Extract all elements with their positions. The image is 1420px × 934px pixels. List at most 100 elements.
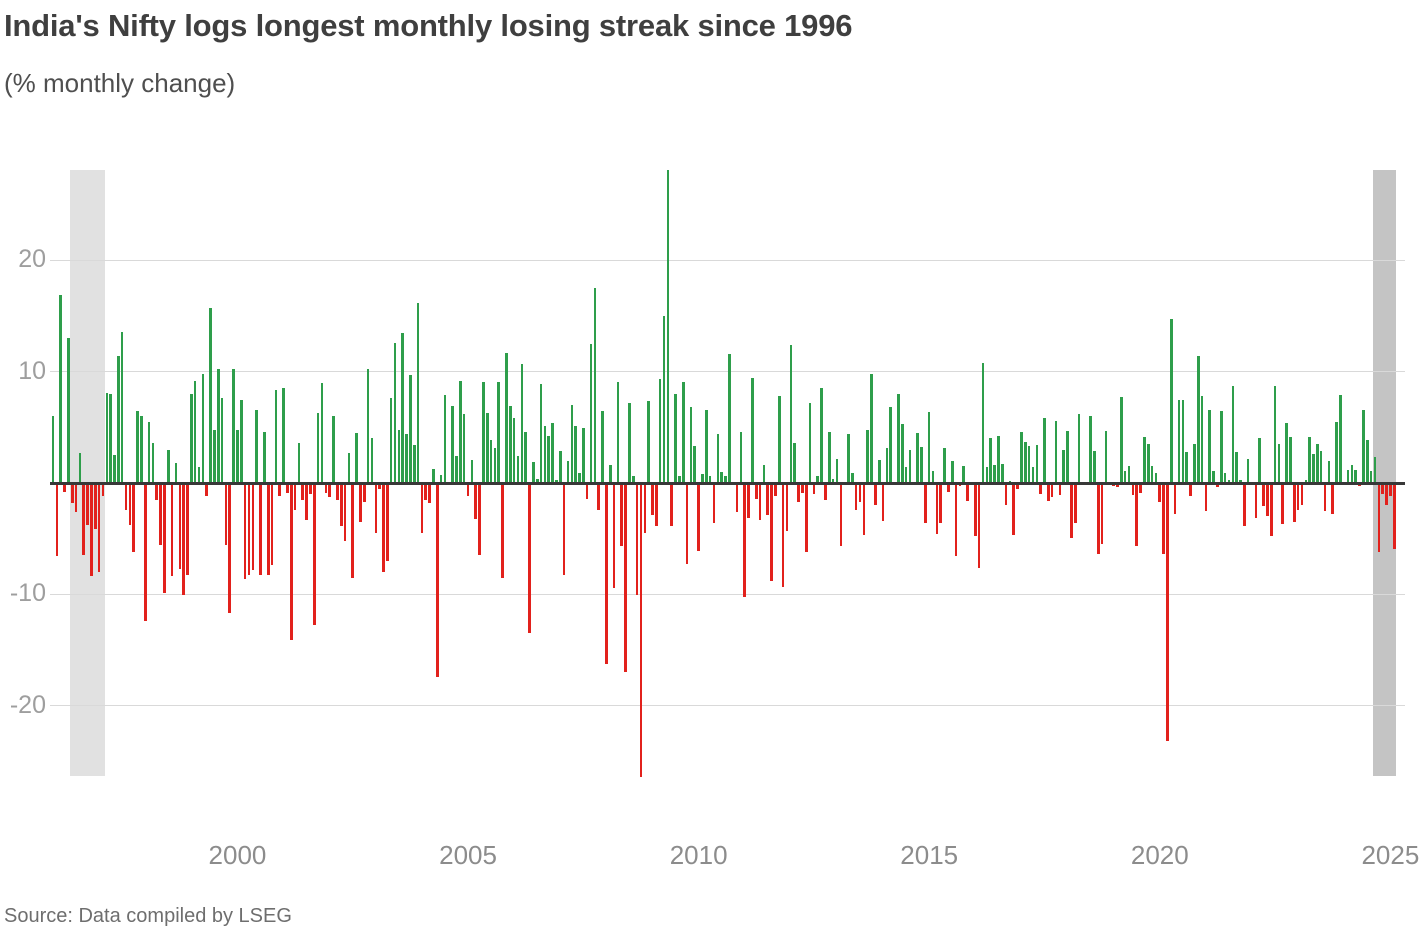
- bar-negative: [124, 483, 128, 510]
- bar-positive: [216, 369, 220, 483]
- bar-positive: [681, 381, 685, 483]
- bar-negative: [478, 483, 481, 556]
- bar-negative: [132, 483, 135, 552]
- bar-negative: [804, 483, 808, 552]
- bar-negative: [939, 483, 943, 524]
- bar-negative: [974, 483, 977, 537]
- bar-positive: [820, 388, 823, 483]
- bar-negative: [474, 483, 478, 519]
- bar-negative: [309, 483, 312, 495]
- bar-positive: [470, 459, 474, 483]
- bar-positive: [1027, 446, 1031, 483]
- bar-positive: [1150, 466, 1154, 483]
- bar-negative: [243, 483, 247, 579]
- bar-positive: [1304, 479, 1308, 483]
- bar-negative: [436, 483, 439, 677]
- bar-positive: [981, 362, 985, 483]
- bar-negative: [770, 483, 773, 581]
- bar-positive: [416, 302, 420, 483]
- bar-positive: [451, 406, 454, 483]
- chart-subtitle: (% monthly change): [4, 68, 236, 98]
- bar-negative: [1266, 483, 1269, 517]
- bar-negative: [1047, 483, 1050, 501]
- bar-negative: [247, 483, 251, 576]
- bar-positive: [1208, 409, 1212, 483]
- bar-positive: [1227, 479, 1231, 483]
- gridline: [50, 593, 1405, 596]
- bar-negative: [63, 483, 66, 492]
- bar-negative: [466, 483, 470, 497]
- bar-positive: [105, 392, 109, 483]
- x-axis-line: [50, 481, 1405, 485]
- bar-positive: [1093, 450, 1096, 483]
- bar-positive: [370, 438, 374, 483]
- bar-positive: [220, 398, 224, 483]
- bar-negative: [1323, 483, 1327, 511]
- bar-negative: [562, 483, 566, 576]
- bar-positive: [578, 472, 581, 483]
- bar-positive: [113, 455, 116, 483]
- bar-positive: [570, 405, 574, 483]
- bar-positive: [739, 431, 743, 483]
- bar-negative: [862, 483, 866, 536]
- bar-negative: [1070, 483, 1073, 538]
- bar-positive: [1346, 469, 1350, 483]
- bar-positive: [728, 353, 731, 483]
- bar-positive: [1277, 444, 1281, 483]
- bar-positive: [1185, 451, 1188, 483]
- bar-negative: [163, 483, 166, 594]
- bar-positive: [870, 373, 873, 483]
- bar-negative: [1100, 483, 1104, 545]
- bar-positive: [409, 375, 412, 483]
- bar-negative: [1204, 483, 1208, 511]
- bar-negative: [1331, 483, 1334, 515]
- x-tick-label: 2010: [669, 840, 728, 870]
- bar-negative: [1262, 483, 1265, 507]
- bar-negative: [1254, 483, 1258, 518]
- bar-negative: [501, 483, 504, 578]
- bar-negative: [228, 483, 232, 614]
- bar-negative: [74, 483, 78, 512]
- bar-negative: [881, 483, 885, 521]
- bar-positive: [816, 476, 820, 483]
- bar-negative: [781, 483, 785, 587]
- bar-positive: [693, 446, 697, 483]
- bar-positive: [662, 316, 666, 483]
- bar-negative: [958, 483, 962, 487]
- bar-negative: [758, 483, 762, 520]
- bar-positive: [789, 344, 793, 483]
- bar-negative: [924, 483, 927, 524]
- bar-negative: [620, 483, 624, 547]
- bar-positive: [566, 460, 570, 483]
- bar-positive: [1120, 397, 1123, 483]
- bar-positive: [908, 449, 912, 483]
- bar-positive: [993, 465, 996, 483]
- bar-negative: [313, 483, 316, 626]
- bar-positive: [516, 456, 520, 483]
- bar-negative: [766, 483, 770, 516]
- bar-negative: [1385, 483, 1388, 506]
- bar-negative: [251, 483, 255, 570]
- bar-positive: [535, 478, 539, 483]
- bar-negative: [874, 483, 877, 506]
- bar-positive: [297, 442, 301, 483]
- bar-positive: [1350, 465, 1354, 483]
- bar-positive: [1104, 430, 1108, 483]
- bar-negative: [270, 483, 274, 566]
- gridline: [50, 704, 1405, 707]
- bar-negative: [86, 483, 89, 526]
- bar-negative: [286, 483, 289, 494]
- bar-negative: [82, 483, 86, 556]
- bar-negative: [1381, 483, 1384, 495]
- bar-positive: [1312, 454, 1315, 483]
- bar-positive: [443, 395, 447, 483]
- bar-negative: [597, 483, 600, 510]
- bar-positive: [520, 363, 524, 483]
- bar-negative: [186, 483, 189, 576]
- bar-positive: [1327, 460, 1331, 483]
- bar-negative: [1012, 483, 1016, 536]
- bar-positive: [389, 398, 393, 483]
- bar-negative: [1016, 483, 1019, 489]
- bar-negative: [1139, 483, 1142, 494]
- bar-negative: [1166, 483, 1169, 742]
